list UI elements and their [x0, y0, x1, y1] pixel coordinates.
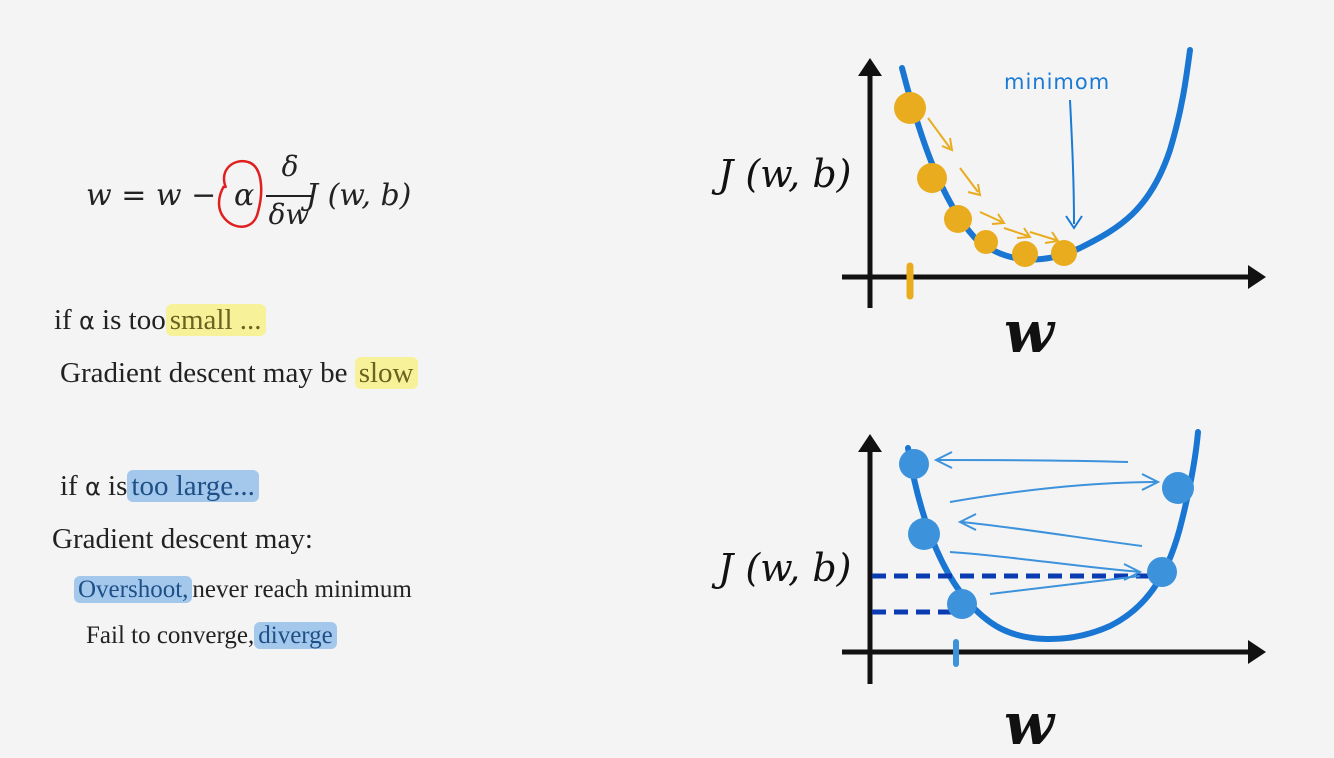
bottom-x-label: w — [1004, 690, 1054, 758]
diverge-highlight: diverge — [254, 622, 337, 649]
small-highlight: small ... — [165, 304, 266, 336]
small-step-dots — [894, 92, 1077, 267]
slow-line: Gradient descent may be slow — [60, 357, 418, 390]
overshoot-highlight: Overshoot, — [74, 576, 193, 603]
top-graph — [842, 47, 1266, 308]
gd-may-be-label: Gradient descent may be — [60, 357, 348, 389]
overshoot-item: Overshoot, never reach minimum — [74, 576, 412, 604]
alpha-circle — [217, 159, 263, 228]
formula-lhs: w = w − — [86, 178, 217, 213]
gd-may-line: Gradient descent may: — [52, 523, 313, 555]
bottom-y-label: J (w, b) — [718, 546, 852, 590]
is-label: is — [108, 470, 128, 502]
bottom-x-arrowhead — [1248, 640, 1266, 664]
alpha-symbol: α — [78, 307, 95, 335]
large-step-dots — [899, 449, 1194, 619]
small-alpha-line: if α is too small ... — [54, 304, 266, 337]
slow-highlight: slow — [354, 357, 418, 389]
fraction-bar — [266, 195, 312, 197]
diverge-item: Fail to converge, diverge — [86, 622, 337, 650]
never-reach-text: never reach minimum — [192, 576, 412, 603]
formula-alpha: α — [234, 178, 255, 213]
alpha-symbol: α — [84, 473, 101, 501]
top-x-arrowhead — [1248, 265, 1266, 289]
bottom-y-arrowhead — [858, 434, 882, 452]
too-large-highlight: too large... — [127, 470, 259, 502]
minimum-arrow — [1069, 99, 1075, 225]
top-x-label: w — [1004, 298, 1054, 366]
bottom-graph — [842, 429, 1266, 684]
gradient-descent-formula: w = w − α δ δw J (w, b) — [86, 150, 446, 240]
formula-rhs: J (w, b) — [306, 178, 412, 213]
formula-numerator: δ — [281, 150, 299, 183]
top-y-label: J (w, b) — [718, 152, 852, 196]
if-label: if — [60, 470, 78, 502]
small-step-arrows — [927, 117, 1060, 244]
minimum-arrowhead — [1065, 215, 1083, 230]
bottom-cost-curve — [905, 429, 1201, 642]
formula-denominator: δw — [268, 198, 310, 231]
minimum-annotation: minimom — [1004, 70, 1111, 94]
large-step-arrows — [933, 451, 1161, 595]
top-y-arrowhead — [858, 58, 882, 76]
is-too-label: is too — [102, 304, 166, 336]
if-label: if — [54, 304, 72, 336]
fail-converge-text: Fail to converge, — [86, 622, 255, 649]
large-alpha-line: if α is too large... — [60, 470, 259, 503]
